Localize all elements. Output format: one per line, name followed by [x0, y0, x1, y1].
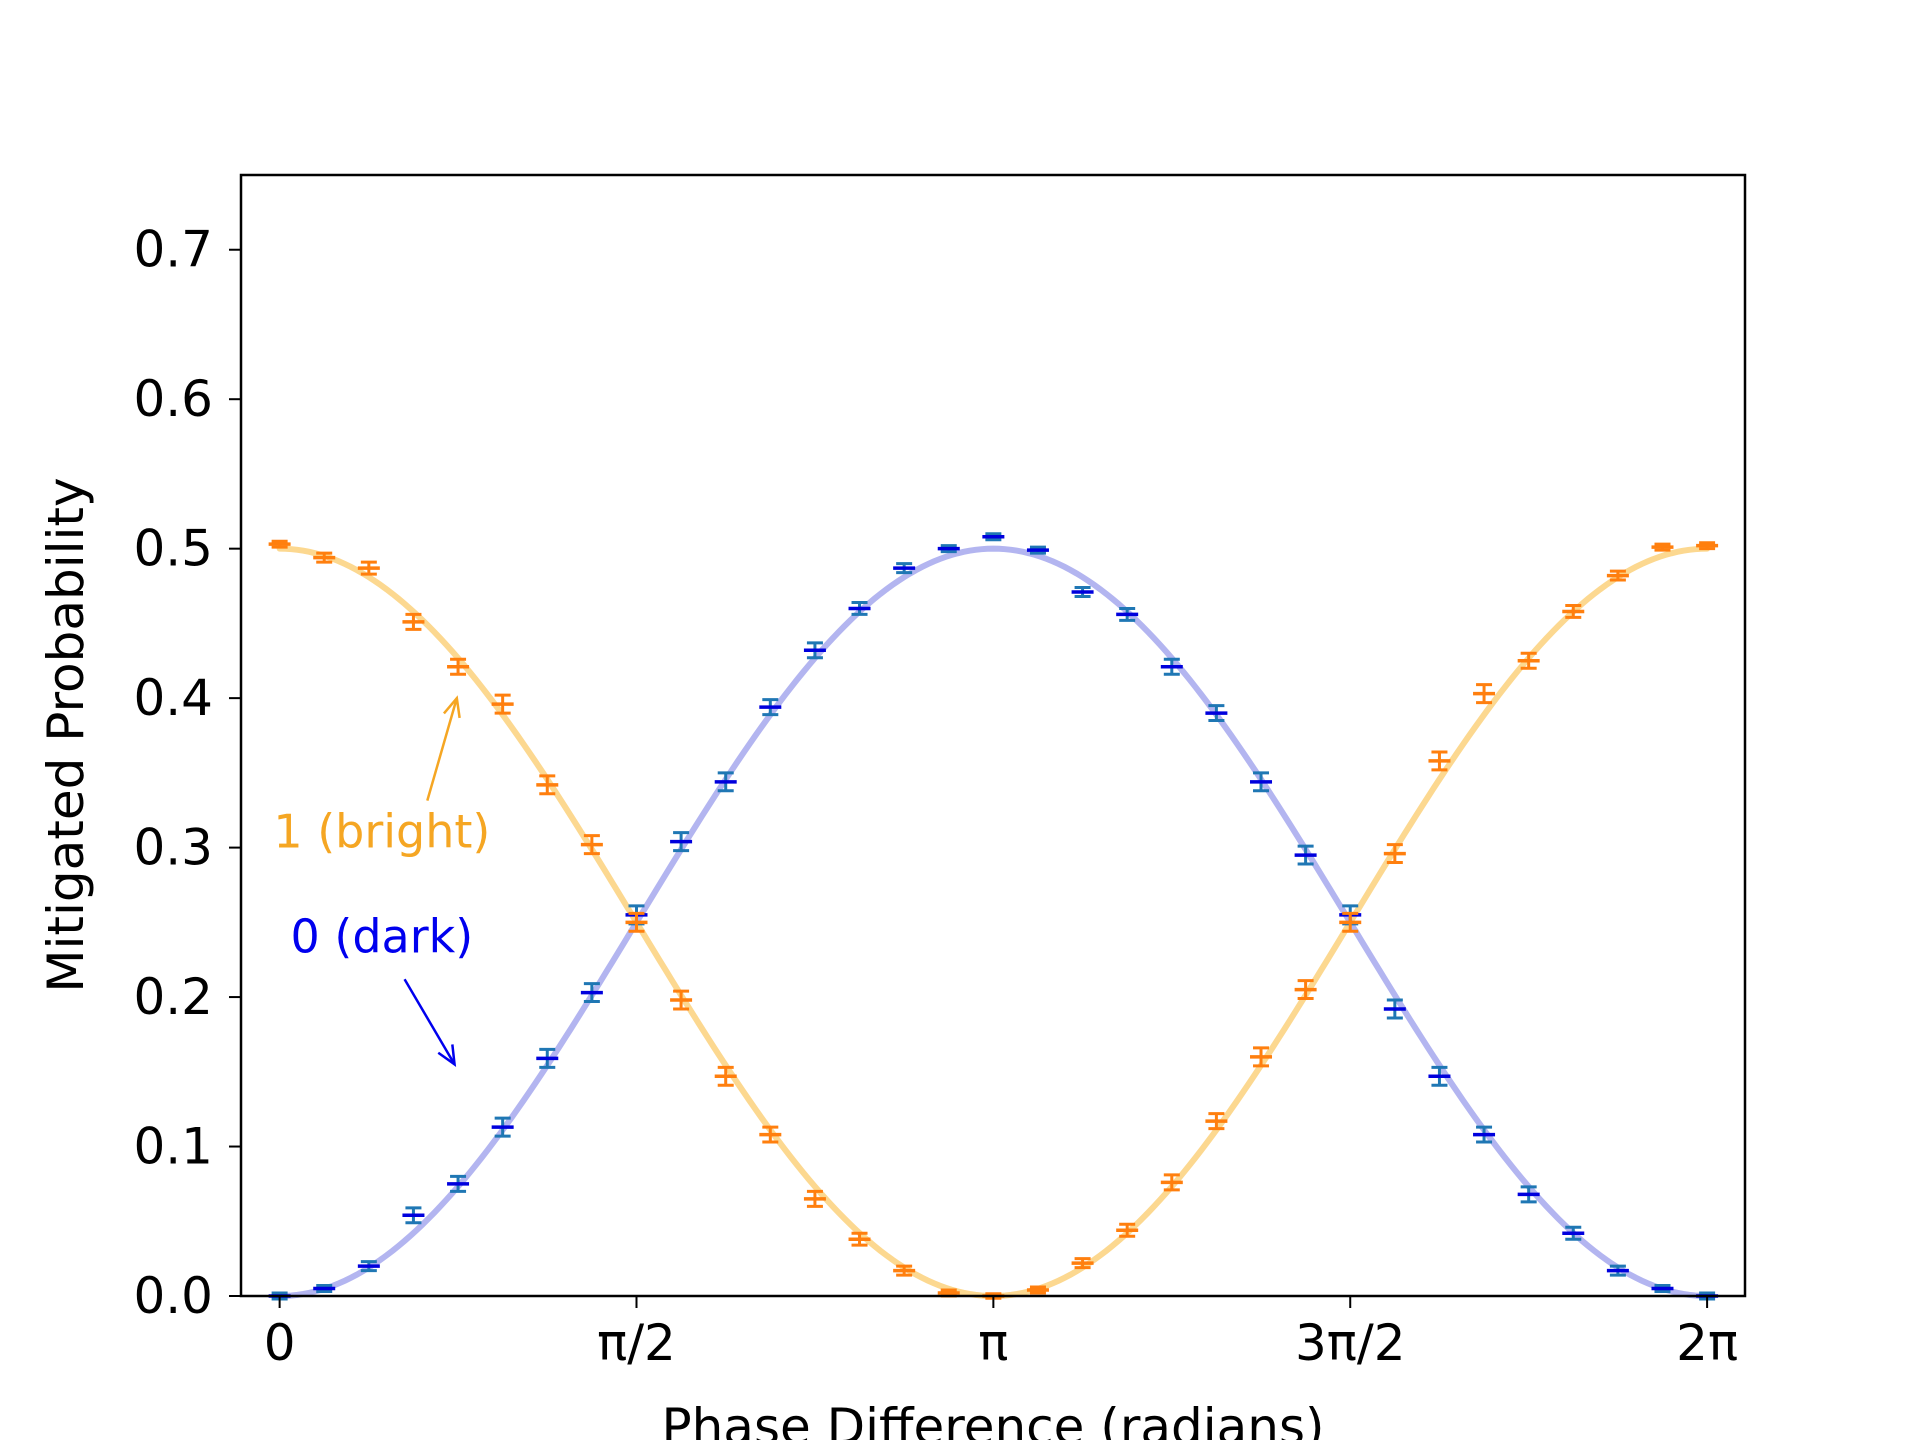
data-point-bright — [1160, 1173, 1183, 1192]
data-point-bright — [1205, 1112, 1228, 1131]
data-point-dark — [447, 1174, 470, 1193]
data-point-dark — [714, 771, 737, 793]
x-tick-label: π — [978, 1314, 1008, 1372]
data-point-bright — [491, 693, 514, 715]
data-point-bright — [1071, 1257, 1094, 1270]
data-point-bright — [1473, 683, 1496, 705]
data-point-dark — [1205, 704, 1228, 723]
annotation-arrow-dark — [403, 978, 456, 1065]
data-point-dark — [1116, 606, 1139, 622]
y-tick-label: 0.2 — [133, 968, 213, 1026]
data-point-bright — [803, 1189, 826, 1208]
data-point-dark — [580, 982, 603, 1004]
data-point-dark — [848, 600, 871, 616]
x-tick-label: π/2 — [597, 1314, 676, 1372]
data-point-bright — [536, 774, 559, 796]
x-tick-label: 3π/2 — [1295, 1314, 1406, 1372]
x-tick-label: 0 — [264, 1314, 296, 1372]
annotation-label-dark: 0 (dark) — [290, 909, 473, 963]
data-point-dark — [536, 1047, 559, 1069]
data-point-bright — [1651, 542, 1674, 552]
data-point-bright — [1116, 1222, 1139, 1238]
annotation-arrowhead-bright — [442, 695, 461, 719]
data-point-bright — [357, 560, 380, 576]
annotations: 1 (bright) 0 (dark) — [273, 695, 490, 1067]
x-axis-label: Phase Difference (radians) — [661, 1398, 1324, 1440]
data-point-dark — [1651, 1284, 1674, 1294]
data-point-bright — [1606, 569, 1629, 582]
data-point-dark — [1160, 657, 1183, 676]
data-point-bright — [313, 551, 336, 564]
data-point-dark — [1250, 771, 1273, 793]
data-point-bright — [893, 1264, 916, 1277]
data-point-dark — [357, 1260, 380, 1273]
data-point-bright — [625, 911, 648, 933]
data-point-bright — [759, 1125, 782, 1144]
data-point-dark — [313, 1284, 336, 1294]
data-point-bright — [1428, 750, 1451, 772]
data-points — [268, 532, 1719, 1301]
data-point-bright — [1517, 651, 1540, 670]
data-point-bright — [447, 657, 470, 676]
data-point-dark — [1294, 844, 1317, 866]
annotation-arrowhead-dark — [437, 1044, 457, 1067]
data-point-dark — [1383, 998, 1406, 1020]
data-point-dark — [1026, 545, 1049, 555]
y-tick-label: 0.6 — [133, 370, 213, 428]
data-point-bright — [1026, 1285, 1049, 1295]
y-tick-label: 0.7 — [133, 221, 213, 279]
y-tick-label: 0.3 — [133, 819, 213, 877]
data-point-bright — [848, 1231, 871, 1247]
y-tick-label: 0.5 — [133, 520, 213, 578]
y-tick-label: 0.4 — [133, 669, 213, 727]
data-point-dark — [759, 698, 782, 717]
data-point-bright — [1562, 603, 1585, 619]
data-point-dark — [402, 1206, 425, 1225]
data-point-dark — [982, 532, 1005, 542]
y-tick-label: 0.1 — [133, 1118, 213, 1176]
data-point-dark — [670, 831, 693, 853]
data-point-bright — [670, 989, 693, 1011]
data-point-bright — [1294, 979, 1317, 1001]
data-point-dark — [491, 1116, 514, 1138]
data-point-dark — [1606, 1264, 1629, 1277]
annotation-arrow-bright — [426, 697, 459, 801]
data-point-bright — [1696, 541, 1719, 551]
x-tick-label: 2π — [1676, 1314, 1738, 1372]
data-point-dark — [1562, 1225, 1585, 1241]
data-point-dark — [1428, 1065, 1451, 1087]
data-point-bright — [268, 539, 291, 549]
fit-curve-dark — [276, 545, 1711, 1299]
y-axis-label: Mitigated Probability — [37, 477, 95, 992]
data-point-bright — [1250, 1046, 1273, 1068]
annotation-label-bright: 1 (bright) — [273, 805, 490, 859]
data-point-dark — [803, 641, 826, 660]
data-point-dark — [893, 562, 916, 575]
data-point-bright — [1339, 911, 1362, 933]
data-point-bright — [714, 1065, 737, 1087]
data-point-dark — [1517, 1185, 1540, 1204]
data-point-dark — [937, 544, 960, 554]
data-point-dark — [1473, 1125, 1496, 1144]
axis-ticks: 0 π/2 π 3π/2 2π 0.0 0.1 0.2 0.3 0.4 0.5 0.6 0.7 — [133, 221, 1738, 1372]
data-point-bright — [580, 834, 603, 856]
data-point-bright — [402, 612, 425, 631]
y-tick-label: 0.0 — [133, 1267, 213, 1325]
data-point-dark — [1071, 586, 1094, 598]
data-point-bright — [1383, 843, 1406, 865]
